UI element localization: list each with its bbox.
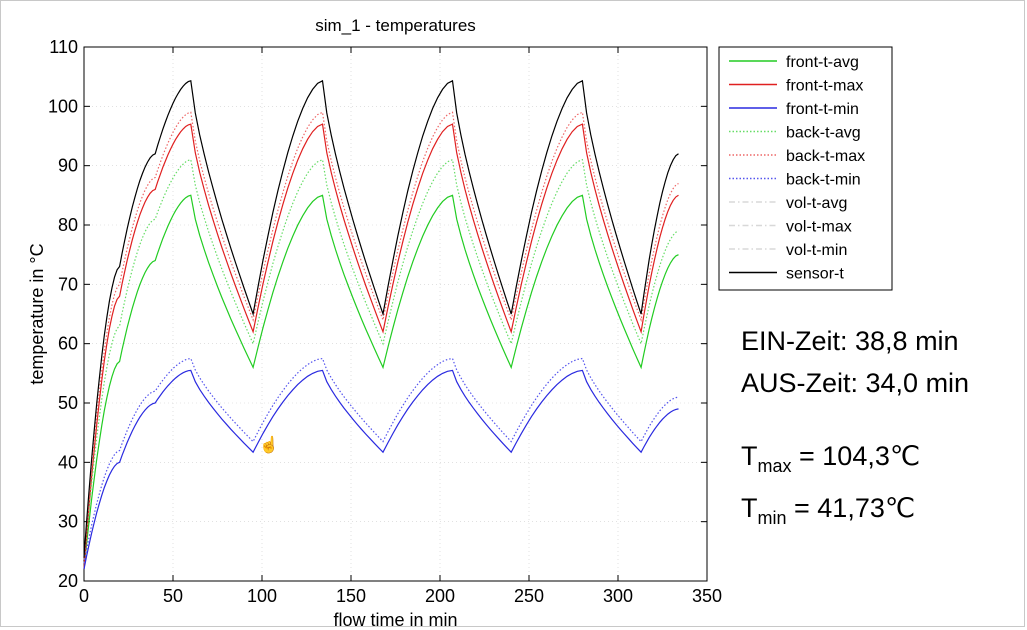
series-line-back-t-avg (83, 158, 679, 564)
tmin-value: = 41,73℃ (786, 493, 916, 523)
legend-label-front-t-avg: front-t-avg (786, 54, 859, 71)
tmin-subscript: min (757, 508, 787, 528)
tmax-symbol: T (741, 441, 758, 471)
y-tick-label: 90 (58, 156, 78, 176)
legend-label-vol-t-avg: vol-t-avg (786, 195, 847, 212)
y-tick-label: 100 (48, 96, 78, 116)
x-tick-label: 250 (514, 586, 544, 606)
x-axis-label: flow time in min (333, 610, 457, 630)
chart-title: sim_1 - temperatures (315, 16, 476, 35)
x-tick-label: 100 (247, 586, 277, 606)
axes-box (83, 46, 708, 582)
x-tick-label: 350 (692, 586, 722, 606)
x-tick-label: 0 (79, 586, 89, 606)
y-tick-label: 40 (58, 452, 78, 472)
tmax-value: = 104,3℃ (791, 441, 921, 471)
legend-label-sensor-t: sensor-t (786, 266, 844, 283)
y-tick-label: 20 (58, 571, 78, 591)
tmax-subscript: max (757, 456, 792, 476)
y-tick-label: 50 (58, 393, 78, 413)
x-tick-label: 150 (336, 586, 366, 606)
tmin-annotation: Tmin = 41,73℃ (741, 493, 915, 529)
legend-label-back-t-max: back-t-max (786, 148, 865, 165)
legend-label-vol-t-min: vol-t-min (786, 242, 847, 259)
series-line-front-t-min (83, 369, 679, 570)
y-axis-label: temperature in °C (27, 243, 47, 384)
ein-zeit-annotation: EIN-Zeit: 38,8 min (741, 326, 959, 356)
y-tick-label: 70 (58, 274, 78, 294)
y-tick-label: 60 (58, 334, 78, 354)
series-line-sensor-t (83, 79, 679, 558)
legend-label-front-t-max: front-t-max (786, 78, 863, 95)
legend-label-front-t-min: front-t-min (786, 101, 859, 118)
aus-zeit-annotation: AUS-Zeit: 34,0 min (741, 368, 970, 398)
legend-label-back-t-avg: back-t-avg (786, 125, 861, 142)
tmin-symbol: T (741, 493, 758, 523)
plot-area (84, 47, 707, 581)
legend-label-vol-t-max: vol-t-max (786, 219, 852, 236)
x-tick-label: 200 (425, 586, 455, 606)
y-tick-label: 80 (58, 215, 78, 235)
x-tick-label: 300 (603, 586, 633, 606)
y-tick-label: 30 (58, 512, 78, 532)
series-line-back-t-min (83, 357, 679, 564)
x-tick-label: 50 (163, 586, 183, 606)
series-line-back-t-max (83, 111, 679, 564)
hand-cursor-icon: ☝ (259, 437, 279, 454)
series-line-front-t-avg (83, 194, 679, 570)
series-line-front-t-max (83, 123, 679, 570)
legend-label-back-t-min: back-t-min (786, 172, 861, 189)
tmax-annotation: Tmax = 104,3℃ (741, 441, 920, 477)
y-tick-label: 110 (49, 37, 78, 57)
